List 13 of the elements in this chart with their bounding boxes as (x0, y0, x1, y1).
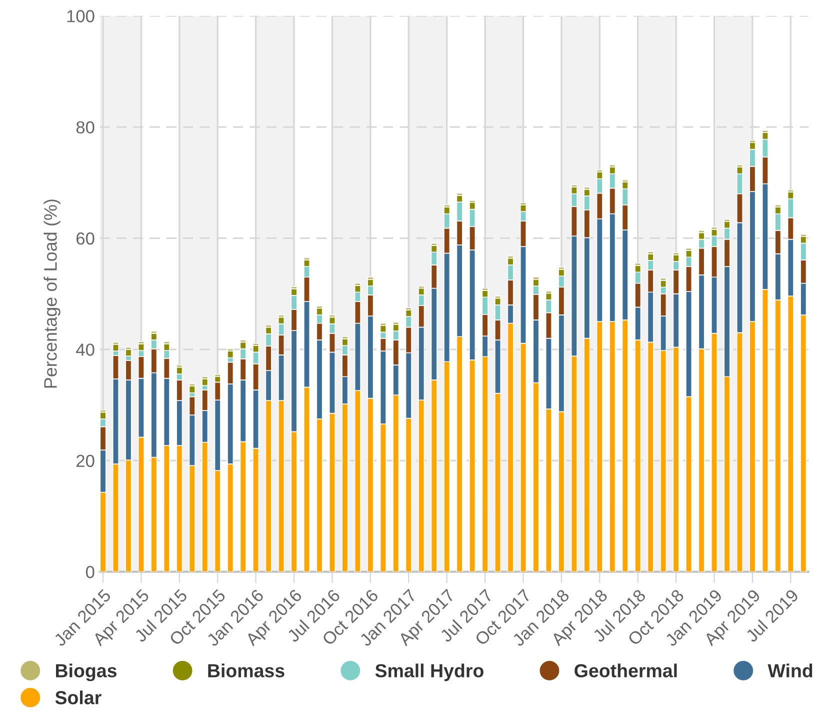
legend-label: Wind (768, 664, 812, 678)
y-tick-label: 60 (76, 232, 94, 245)
y-axis-title: Percentage of Load (%) (44, 200, 60, 388)
y-tick-label: 0 (86, 566, 94, 578)
y-tick-label: 80 (76, 121, 94, 134)
legend-label: Biogas (56, 664, 116, 682)
y-tick-label: 100 (67, 10, 94, 22)
legend-label: Small Hydro (375, 664, 484, 682)
legend-label: Solar (55, 690, 102, 704)
legend-label: Geothermal (574, 664, 677, 678)
y-tick-label: 40 (76, 344, 94, 356)
y-tick-label: 20 (76, 454, 94, 468)
legend-label: Biomass (208, 664, 284, 678)
